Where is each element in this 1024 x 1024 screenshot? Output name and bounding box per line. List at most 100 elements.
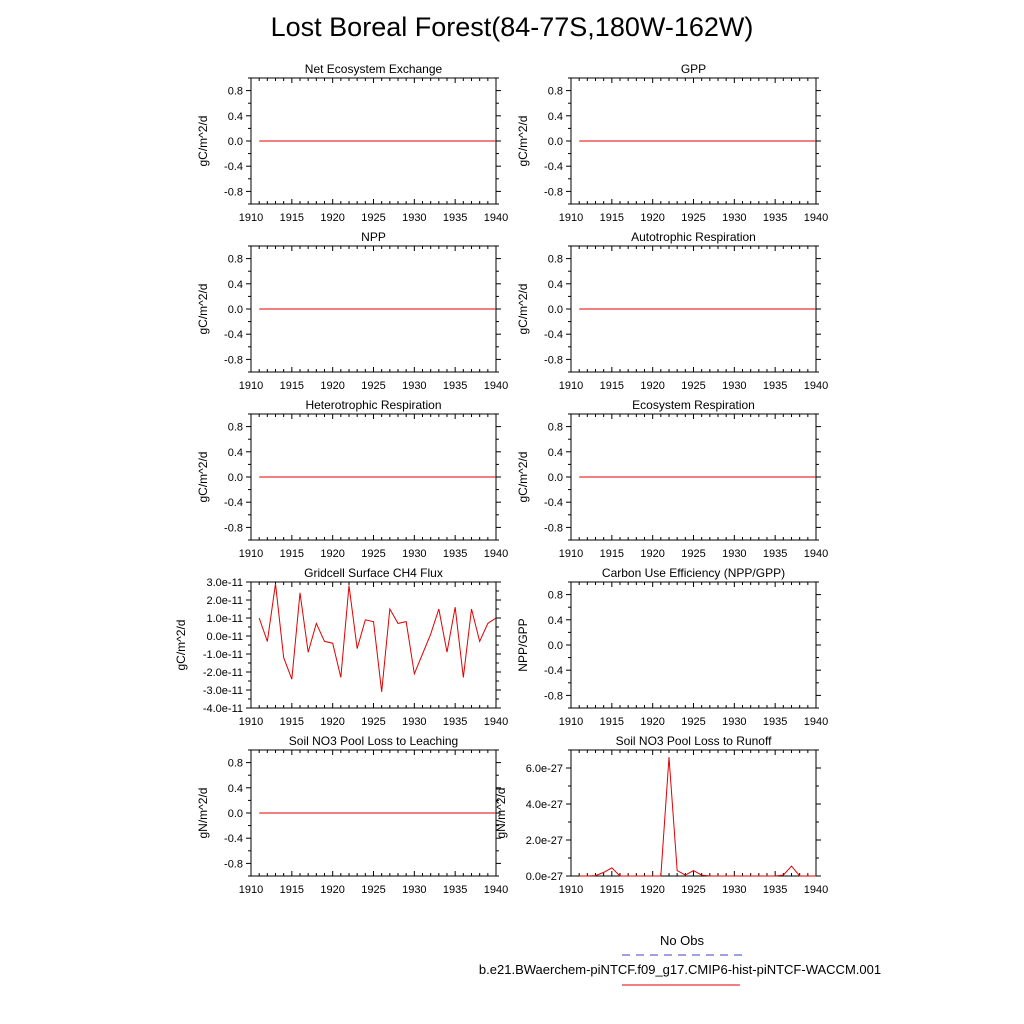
panel-7-frame [570, 581, 817, 709]
panel-3-ytick-label: 0.8 [548, 254, 563, 266]
panel-3-xtick-label: 1910 [559, 380, 583, 392]
panel-0-ytick-label: 0.4 [228, 111, 243, 123]
panel-9-xtick-label: 1915 [600, 884, 624, 896]
panel-2-title: NPP [361, 230, 386, 244]
panel-7-title: Carbon Use Efficiency (NPP/GPP) [602, 566, 785, 580]
panel-5-ytick-label: 0.4 [548, 447, 563, 459]
panel-0-ylabel: gC/m^2/d [196, 116, 210, 167]
panel-1-ytick-label: 0.0 [548, 136, 563, 148]
panel-0-xtick-label: 1935 [443, 212, 467, 224]
panel-7-xtick-label: 1920 [640, 716, 664, 728]
panel-1-ytick-label: 0.4 [548, 111, 563, 123]
panel-7-ytick-label: 0.0 [548, 640, 563, 652]
panel-7-ytick-label: -0.4 [544, 665, 563, 677]
panel-8-xtick-label: 1910 [239, 884, 263, 896]
panel-2-ytick-label: -0.4 [224, 329, 243, 341]
panel-1-xtick-label: 1910 [559, 212, 583, 224]
panel-6-xtick-label: 1920 [320, 716, 344, 728]
panel-6-title: Gridcell Surface CH4 Flux [304, 566, 443, 580]
panel-1-xtick-label: 1925 [681, 212, 705, 224]
panel-9-ytick-label: 4.0e-27 [526, 799, 563, 811]
panel-7-xtick-label: 1925 [681, 716, 705, 728]
panel-1-ytick-label: -0.4 [544, 161, 563, 173]
panel-8-xtick-label: 1920 [320, 884, 344, 896]
panel-6-ytick-label: -2.0e-11 [203, 667, 243, 679]
panel-3-xtick-label: 1915 [600, 380, 624, 392]
panel-2-ytick-label: 0.0 [228, 304, 243, 316]
panel-5-xtick-label: 1915 [600, 548, 624, 560]
panel-9-xtick-label: 1930 [722, 884, 746, 896]
panel-9-xtick-label: 1940 [804, 884, 828, 896]
panel-5-ytick-label: -0.4 [544, 497, 563, 509]
panel-3-xtick-label: 1935 [763, 380, 787, 392]
panel-6-ytick-label: -3.0e-11 [203, 685, 243, 697]
legend-case: b.e21.BWaerchem-piNTCF.f09_g17.CMIP6-his… [440, 962, 920, 994]
legend-case-label: b.e21.BWaerchem-piNTCF.f09_g17.CMIP6-his… [478, 962, 882, 977]
panel-2-ylabel: gC/m^2/d [196, 284, 210, 335]
panel-7-ytick-label: -0.8 [544, 690, 563, 702]
panel-8-xtick-label: 1915 [280, 884, 304, 896]
panel-1-xtick-label: 1935 [763, 212, 787, 224]
panel-4-ytick-label: 0.8 [228, 422, 243, 434]
panel-4-xtick-label: 1920 [320, 548, 344, 560]
panel-3-ylabel: gC/m^2/d [516, 284, 530, 335]
panel-0-xtick-label: 1910 [239, 212, 263, 224]
panel-6-ytick-label: 0.0e-11 [207, 631, 244, 643]
panel-3-xtick-label: 1925 [681, 380, 705, 392]
panel-6-xtick-label: 1925 [361, 716, 385, 728]
panel-2-xtick-label: 1930 [402, 380, 426, 392]
panel-4-xtick-label: 1910 [239, 548, 263, 560]
panel-6-ytick-label: -4.0e-11 [203, 703, 243, 715]
panel-0-title: Net Ecosystem Exchange [305, 62, 443, 76]
panel-5-xtick-label: 1940 [804, 548, 828, 560]
panel-1-xtick-label: 1930 [722, 212, 746, 224]
panel-0-ytick-label: -0.8 [224, 186, 243, 198]
panel-6-xtick-label: 1935 [443, 716, 467, 728]
panel-0-xtick-label: 1940 [484, 212, 508, 224]
panel-5-xtick-label: 1935 [763, 548, 787, 560]
panel-9-xtick-label: 1910 [559, 884, 583, 896]
panel-9-xtick-label: 1920 [640, 884, 664, 896]
panel-2-xtick-label: 1935 [443, 380, 467, 392]
panel-6-ylabel: gC/m^2/d [174, 620, 188, 671]
panel-5-ytick-label: 0.0 [548, 472, 563, 484]
panel-3-ytick-label: 0.4 [548, 279, 563, 291]
panel-4-xtick-label: 1915 [280, 548, 304, 560]
panel-2-xtick-label: 1940 [484, 380, 508, 392]
panel-3-ytick-label: -0.8 [544, 354, 563, 366]
panel-6-ytick-label: -1.0e-11 [203, 649, 243, 661]
panel-8-ytick-label: -0.8 [224, 858, 243, 870]
panel-9-title: Soil NO3 Pool Loss to Runoff [616, 734, 773, 748]
panel-0-ytick-label: 0.0 [228, 136, 243, 148]
panel-2-xtick-label: 1925 [361, 380, 385, 392]
panel-6-series-line-0 [258, 583, 497, 692]
panel-4-ytick-label: -0.4 [224, 497, 243, 509]
panel-6-ytick-label: 1.0e-11 [207, 613, 244, 625]
panel-8-ytick-label: -0.4 [224, 833, 243, 845]
panel-1-ylabel: gC/m^2/d [516, 116, 530, 167]
panel-5-title: Ecosystem Respiration [632, 398, 755, 412]
panel-0-ytick-label: -0.4 [224, 161, 243, 173]
panel-5-ylabel: gC/m^2/d [516, 452, 530, 503]
panel-8-xtick-label: 1925 [361, 884, 385, 896]
panel-0-ytick-label: 0.8 [228, 86, 243, 98]
panel-4-xtick-label: 1935 [443, 548, 467, 560]
panel-2-xtick-label: 1920 [320, 380, 344, 392]
panel-1-xtick-label: 1920 [640, 212, 664, 224]
panel-8-title: Soil NO3 Pool Loss to Leaching [289, 734, 458, 748]
panel-6-xtick-label: 1940 [484, 716, 508, 728]
panel-9-xtick-label: 1925 [681, 884, 705, 896]
panel-1-title: GPP [681, 62, 706, 76]
page-title: Lost Boreal Forest(84-77S,180W-162W) [270, 12, 754, 42]
panel-8-xtick-label: 1940 [484, 884, 508, 896]
panel-1-ytick-label: -0.8 [544, 186, 563, 198]
panel-5-xtick-label: 1930 [722, 548, 746, 560]
panel-2-xtick-label: 1910 [239, 380, 263, 392]
panel-2-ytick-label: 0.4 [228, 279, 243, 291]
panel-7-ylabel: NPP/GPP [516, 618, 530, 671]
legend-case-swatch [622, 984, 740, 986]
panel-3-xtick-label: 1920 [640, 380, 664, 392]
panel-6-ytick-label: 2.0e-11 [207, 595, 244, 607]
panel-9-ytick-label: 6.0e-27 [526, 763, 563, 775]
